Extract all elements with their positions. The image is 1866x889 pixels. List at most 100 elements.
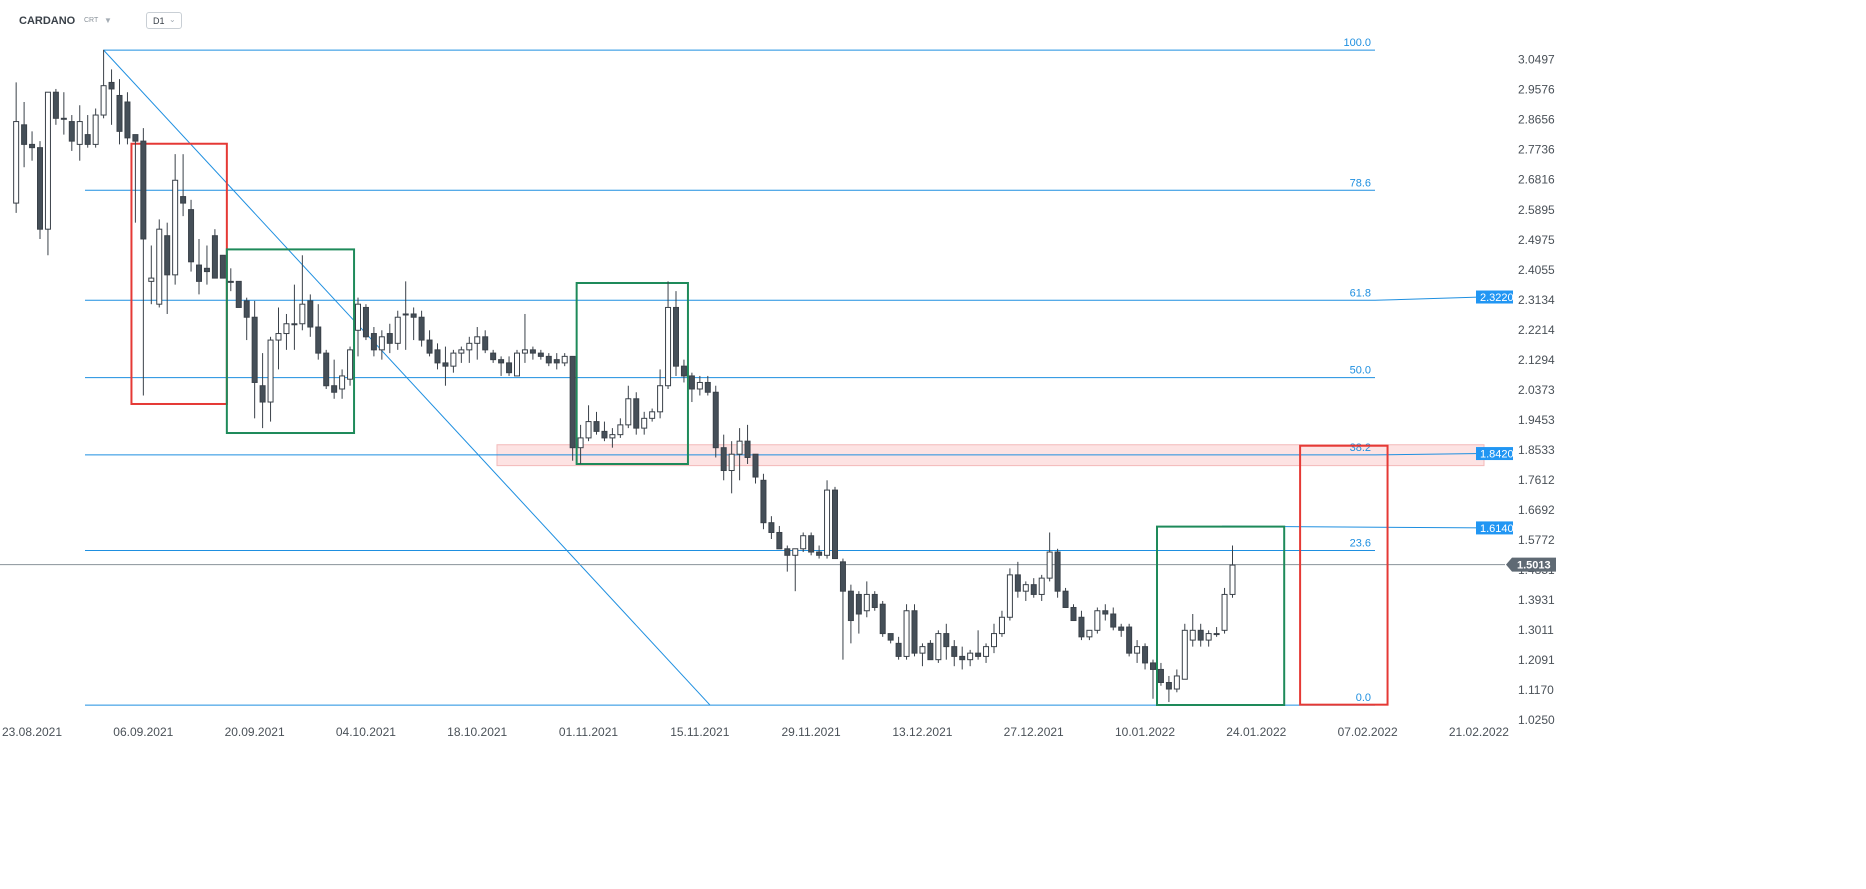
candle	[1086, 629, 1093, 641]
candle	[784, 545, 791, 572]
candle	[259, 353, 266, 429]
candle-body-bull	[998, 616, 1005, 635]
candle-body-bear	[386, 333, 393, 344]
candle	[728, 441, 735, 494]
candle	[744, 424, 751, 464]
candle-body-bear	[1054, 551, 1061, 592]
interval-value: D1	[153, 16, 165, 26]
candle-body-bear	[601, 430, 608, 439]
trendline-layer[interactable]	[0, 49, 1505, 706]
trendline	[103, 49, 711, 706]
candle-body-bull	[1221, 593, 1228, 631]
candle	[1150, 659, 1156, 699]
interval-selector[interactable]: D1 ⌄	[146, 12, 182, 29]
candle	[21, 101, 28, 168]
candle-body-bull	[800, 535, 807, 550]
candle-body-bear	[887, 633, 894, 641]
candle-body-bear	[1102, 610, 1109, 615]
candle	[951, 640, 958, 667]
date-tick-label: 23.08.2021	[2, 725, 62, 739]
candle-body-bear	[323, 352, 330, 387]
candle	[1213, 627, 1220, 637]
price-tick-label: 2.0373	[1518, 383, 1555, 397]
date-tick-label: 29.11.2021	[782, 725, 841, 739]
price-tick-label: 2.6816	[1518, 173, 1555, 187]
candle-body-bull	[355, 303, 361, 331]
candle	[919, 643, 926, 667]
candle-body-bear	[331, 385, 338, 393]
candle-body-bull	[347, 349, 354, 380]
candle-body-bull	[577, 437, 584, 449]
candle-body-bear	[362, 306, 369, 338]
candle-body-bear	[680, 365, 687, 377]
date-tick-label: 15.11.2021	[670, 725, 729, 739]
candle	[243, 297, 250, 341]
candle-body-bear	[140, 140, 147, 240]
candle	[29, 131, 36, 161]
candle	[680, 359, 687, 383]
candle-body-bull	[1205, 633, 1212, 641]
rectangle-annotations[interactable]	[130, 142, 1389, 706]
candle-body-bear	[180, 196, 187, 204]
candle-body-bull	[466, 342, 473, 351]
candle	[442, 346, 449, 386]
chart-type-label[interactable]: CRT	[84, 17, 99, 24]
candle-body-bull	[1173, 675, 1180, 690]
candle-body-bear	[839, 561, 846, 592]
candle-body-bear	[259, 385, 266, 403]
candle	[267, 336, 274, 422]
candle-body-bear	[251, 316, 258, 383]
candle-body-bear	[569, 355, 576, 449]
candle	[370, 327, 377, 357]
candle-body-bull	[1046, 551, 1053, 579]
candle	[394, 310, 401, 350]
candle-body-bull	[402, 313, 409, 316]
candle-body-bull	[13, 121, 20, 204]
candle	[760, 473, 767, 530]
price-tag-bg	[1476, 290, 1513, 304]
candle	[275, 307, 282, 370]
candle-body-bear	[235, 280, 242, 308]
candle	[180, 154, 187, 217]
candle	[76, 105, 83, 161]
candle-body-bear	[673, 306, 679, 367]
price-axis[interactable]: 3.0497 2.9576 2.8656 2.7736 2.6816 2.5895 2.49…	[1518, 53, 1555, 727]
symbol-label[interactable]: CARDANO	[19, 15, 76, 27]
candle	[140, 128, 147, 396]
chart-type-chevron-down-icon[interactable]: ▼	[104, 16, 112, 25]
candle	[816, 545, 823, 559]
candle	[998, 610, 1005, 637]
price-tick-label: 1.2091	[1518, 653, 1555, 667]
fib-level-label: 78.6	[1350, 177, 1371, 189]
candle	[1197, 623, 1204, 647]
candle-body-bear	[776, 531, 783, 550]
candle	[37, 141, 43, 239]
price-tick-label: 2.3134	[1518, 293, 1555, 307]
candle	[331, 359, 338, 399]
candle-body-bear	[1078, 616, 1085, 638]
candle-body-bear	[418, 316, 425, 341]
candle	[720, 434, 727, 481]
candle	[903, 604, 910, 660]
candle-body-bear	[482, 336, 489, 351]
level-price-tag: 2.3220	[1476, 290, 1514, 304]
candle	[1070, 604, 1077, 622]
candle	[307, 294, 314, 337]
candle	[251, 300, 258, 419]
time-axis[interactable]: 23.08.2021 06.09.2021 20.09.2021 04.10.2021…	[2, 725, 1509, 739]
candle-body-bear	[196, 264, 202, 282]
candle-body-bear	[895, 642, 902, 657]
candle	[498, 356, 505, 376]
candles-layer	[13, 49, 1236, 703]
candle	[347, 346, 354, 386]
interval-chevron-down-icon: ⌄	[169, 15, 176, 24]
candle	[768, 516, 775, 540]
fibonacci-retracement[interactable]: 100.0 78.6 61.8 50.0 38.2 23.6 0.0	[85, 37, 1375, 706]
candle	[649, 408, 656, 422]
candle-body-bear	[442, 362, 449, 367]
candle	[911, 604, 918, 657]
candle-body-bull	[935, 633, 942, 661]
candle	[1157, 662, 1164, 686]
candle	[696, 375, 703, 396]
